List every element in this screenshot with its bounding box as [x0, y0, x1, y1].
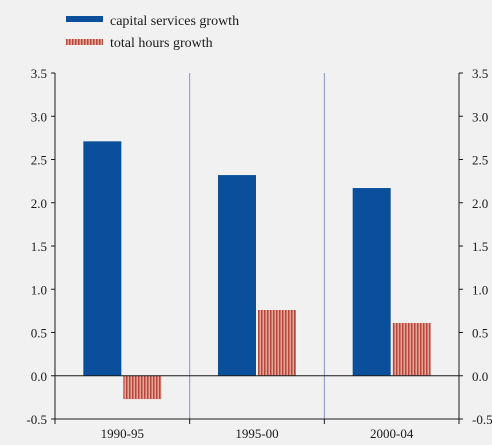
legend: capital services growth total hours grow…: [66, 14, 239, 51]
legend-label-capital-services: capital services growth: [110, 14, 239, 29]
y-tick-label-right: 1.5: [472, 239, 488, 254]
y-axis-left-tick-labels: -0.5 0.0 0.5 1.0 1.5 2.0 2.5 3.0 3.5: [26, 66, 47, 427]
gridlines: [189, 73, 325, 419]
y-tick-label-right: 3.0: [472, 109, 488, 124]
y-tick-label-left: 3.5: [31, 66, 47, 81]
x-axis-tick-labels: 1990-95 1995-00 2000-04: [101, 426, 414, 441]
bars: [83, 141, 431, 400]
y-tick-label-left: -0.5: [26, 412, 47, 427]
y-tick-label-left: 1.0: [31, 282, 47, 297]
legend-label-total-hours: total hours growth: [110, 36, 213, 51]
bar-capital-services-2000-04: [352, 188, 391, 376]
y-tick-label-right: -0.5: [472, 412, 492, 427]
y-tick-label-left: 1.5: [31, 239, 47, 254]
legend-item-capital-services: capital services growth: [66, 14, 239, 29]
y-tick-label-right: 2.5: [472, 153, 488, 168]
y-tick-label-left: 3.0: [31, 109, 47, 124]
bar-total-hours-1995-00: [258, 310, 296, 376]
y-tick-label-right: 0.0: [472, 369, 488, 384]
y-tick-label-right: 2.0: [472, 196, 488, 211]
y-tick-label-right: 1.0: [472, 282, 488, 297]
y-tick-label-right: 3.5: [472, 66, 488, 81]
bar-capital-services-1990-95: [83, 141, 122, 376]
axes: [51, 72, 463, 424]
bar-total-hours-1990-95: [123, 375, 162, 400]
x-tick-label-2000-04: 2000-04: [370, 426, 414, 441]
y-tick-label-right: 0.5: [472, 326, 488, 341]
legend-swatch-capital-services: [66, 16, 103, 22]
legend-swatch-total-hours: [66, 39, 103, 45]
y-axis-right-tick-labels: -0.5 0.0 0.5 1.0 1.5 2.0 2.5 3.0 3.5: [472, 66, 492, 427]
y-tick-label-left: 2.5: [31, 153, 47, 168]
x-tick-label-1995-00: 1995-00: [235, 426, 278, 441]
y-tick-label-left: 2.0: [31, 196, 47, 211]
legend-item-total-hours: total hours growth: [66, 36, 213, 51]
bar-capital-services-1995-00: [218, 175, 256, 376]
y-tick-label-left: 0.0: [31, 369, 47, 384]
y-tick-label-left: 0.5: [31, 326, 47, 341]
bar-total-hours-2000-04: [392, 322, 431, 376]
x-tick-label-1990-95: 1990-95: [101, 426, 144, 441]
